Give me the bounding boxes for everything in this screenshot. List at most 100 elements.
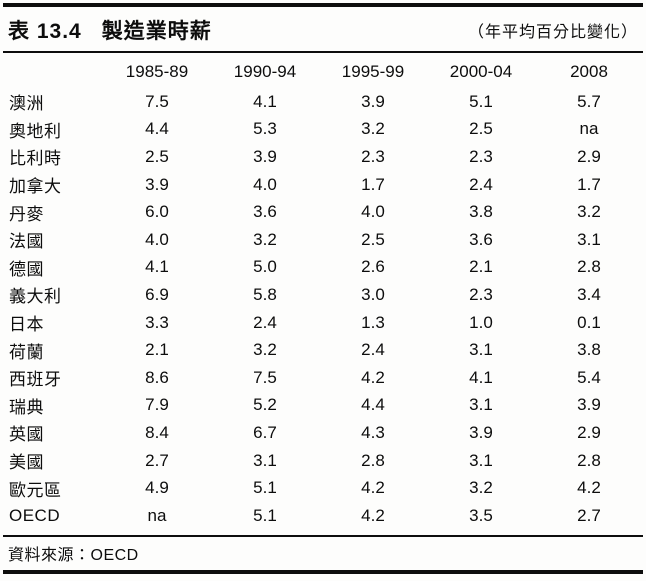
value-cell: 2.5 bbox=[469, 119, 493, 139]
value-cell: 8.6 bbox=[145, 367, 169, 387]
value-cell: 7.9 bbox=[145, 395, 169, 415]
country-cell: OECD bbox=[9, 505, 61, 525]
year-header: 2000-04 bbox=[449, 61, 513, 81]
wage-table: 1985-89 1990-94 1995-99 2000-04 2008 澳洲 7.5 4.… bbox=[3, 55, 643, 530]
value-cell: 1.3 bbox=[361, 312, 385, 332]
country-cell: 日本 bbox=[9, 315, 44, 335]
table-number-label: 表 13.4 bbox=[8, 20, 82, 43]
table-title: 製造業時薪 bbox=[101, 20, 212, 43]
value-cell: 1.7 bbox=[361, 174, 385, 194]
value-cell: 2.5 bbox=[145, 146, 169, 166]
table-row: 德國 4.1 5.0 2.6 2.1 2.8 bbox=[3, 254, 643, 282]
value-cell: 4.2 bbox=[361, 478, 385, 498]
value-cell: 3.2 bbox=[361, 119, 385, 139]
value-cell: 3.9 bbox=[253, 146, 277, 166]
value-cell: 2.6 bbox=[361, 257, 385, 277]
value-cell: 4.1 bbox=[469, 367, 493, 387]
value-cell: 3.4 bbox=[577, 284, 601, 304]
value-cell: 6.0 bbox=[145, 202, 169, 222]
country-cell: 英國 bbox=[9, 425, 44, 445]
value-cell: 3.6 bbox=[253, 202, 277, 222]
value-cell: 4.0 bbox=[253, 174, 277, 194]
value-cell: 3.2 bbox=[469, 478, 493, 498]
country-cell: 西班牙 bbox=[9, 370, 62, 390]
value-cell: 4.0 bbox=[145, 229, 169, 249]
value-cell: 4.3 bbox=[361, 422, 385, 442]
value-cell: 2.7 bbox=[145, 450, 169, 470]
value-cell: 3.9 bbox=[577, 395, 601, 415]
table-row: 奧地利 4.4 5.3 3.2 2.5 na bbox=[3, 116, 643, 144]
country-cell: 加拿大 bbox=[9, 177, 62, 197]
value-cell: 3.1 bbox=[469, 395, 493, 415]
value-cell: 4.0 bbox=[361, 202, 385, 222]
value-cell: 2.8 bbox=[361, 450, 385, 470]
country-cell: 比利時 bbox=[9, 149, 62, 169]
table-row: 法國 4.0 3.2 2.5 3.6 3.1 bbox=[3, 226, 643, 254]
value-cell: 3.2 bbox=[253, 229, 277, 249]
value-cell: 4.1 bbox=[145, 257, 169, 277]
value-cell: 4.9 bbox=[145, 478, 169, 498]
year-header: 2008 bbox=[570, 61, 608, 81]
value-cell: 0.1 bbox=[577, 312, 601, 332]
value-cell: 3.9 bbox=[469, 422, 493, 442]
value-cell: 4.4 bbox=[361, 395, 385, 415]
value-cell: 2.9 bbox=[577, 146, 601, 166]
value-cell: 3.2 bbox=[253, 340, 277, 360]
value-cell: 4.2 bbox=[577, 478, 601, 498]
value-cell: 2.8 bbox=[577, 257, 601, 277]
value-cell: 2.5 bbox=[361, 229, 385, 249]
table-row: 荷蘭 2.1 3.2 2.4 3.1 3.8 bbox=[3, 336, 643, 364]
value-cell: 5.2 bbox=[253, 395, 277, 415]
value-cell: 5.1 bbox=[253, 505, 277, 525]
value-cell: 5.0 bbox=[253, 257, 277, 277]
value-cell: 2.4 bbox=[361, 340, 385, 360]
source-bar: 資料來源：OECD bbox=[0, 537, 646, 570]
top-rule bbox=[3, 3, 643, 7]
country-cell: 德國 bbox=[9, 259, 44, 279]
value-cell: 3.6 bbox=[469, 229, 493, 249]
value-cell: 4.2 bbox=[361, 367, 385, 387]
value-cell: 2.4 bbox=[253, 312, 277, 332]
table-row: 西班牙 8.6 7.5 4.2 4.1 5.4 bbox=[3, 364, 643, 392]
value-cell: 5.1 bbox=[253, 478, 277, 498]
value-cell: 3.3 bbox=[145, 312, 169, 332]
value-cell: 3.1 bbox=[577, 229, 601, 249]
table-row: 義大利 6.9 5.8 3.0 2.3 3.4 bbox=[3, 281, 643, 309]
value-cell: 3.1 bbox=[469, 450, 493, 470]
table-heading: 表 13.4 製造業時薪 bbox=[8, 15, 212, 45]
value-cell: 6.9 bbox=[145, 284, 169, 304]
value-cell: 3.8 bbox=[577, 340, 601, 360]
value-cell: 3.9 bbox=[145, 174, 169, 194]
country-cell: 瑞典 bbox=[9, 397, 44, 417]
value-cell: 2.7 bbox=[577, 505, 601, 525]
value-cell: 4.2 bbox=[361, 505, 385, 525]
year-header: 1990-94 bbox=[233, 61, 297, 81]
country-cell: 歐元區 bbox=[9, 480, 62, 500]
table-row: OECD na 5.1 4.2 3.5 2.7 bbox=[3, 502, 643, 530]
country-cell: 丹麥 bbox=[9, 204, 44, 224]
country-cell: 澳洲 bbox=[9, 94, 44, 114]
value-cell: 4.4 bbox=[145, 119, 169, 139]
value-cell: 6.7 bbox=[253, 422, 277, 442]
table-row: 加拿大 3.9 4.0 1.7 2.4 1.7 bbox=[3, 171, 643, 199]
value-cell: 2.4 bbox=[469, 174, 493, 194]
table-row: 比利時 2.5 3.9 2.3 2.3 2.9 bbox=[3, 143, 643, 171]
value-cell: 3.2 bbox=[577, 202, 601, 222]
value-cell: 2.8 bbox=[577, 450, 601, 470]
value-cell: 1.7 bbox=[577, 174, 601, 194]
value-cell: 2.3 bbox=[361, 146, 385, 166]
value-cell: 3.1 bbox=[253, 450, 277, 470]
value-cell: 5.4 bbox=[577, 367, 601, 387]
bottom-rule bbox=[3, 569, 643, 574]
value-cell: 5.8 bbox=[253, 284, 277, 304]
value-cell: 1.0 bbox=[469, 312, 493, 332]
country-column-header bbox=[3, 55, 103, 88]
source-note: 資料來源：OECD bbox=[8, 547, 139, 564]
value-cell: 2.9 bbox=[577, 422, 601, 442]
title-divider-rule bbox=[3, 51, 643, 53]
country-cell: 美國 bbox=[9, 453, 44, 473]
table-row: 日本 3.3 2.4 1.3 1.0 0.1 bbox=[3, 309, 643, 337]
value-cell: 2.3 bbox=[469, 284, 493, 304]
value-cell: na bbox=[579, 119, 599, 139]
